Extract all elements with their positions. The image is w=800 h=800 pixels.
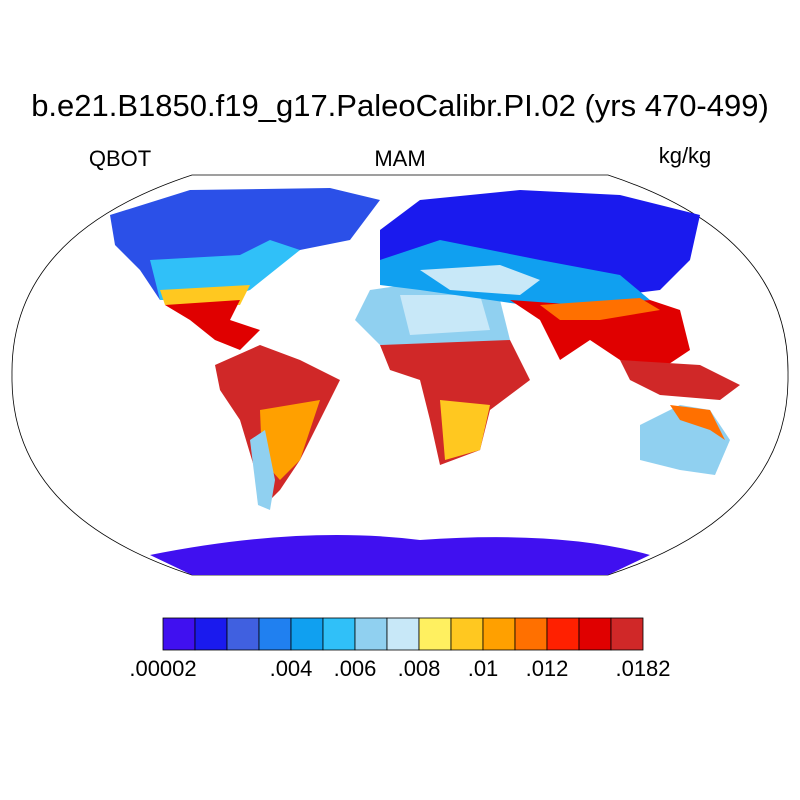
right-label: kg/kg (659, 143, 712, 168)
colorbar-box (194, 617, 228, 651)
colorbar: .00002 .004 .006 .008 .01 .012 .0182 (129, 617, 671, 681)
antarctica (150, 535, 650, 575)
colorbar-box (514, 617, 548, 651)
colorbar-box (386, 617, 420, 651)
south-asia (510, 300, 690, 370)
colorbar-box (322, 617, 356, 651)
south-america-south (250, 430, 275, 510)
colorbar-label: .006 (334, 656, 377, 681)
maritime-continent (620, 360, 740, 400)
colorbar-box (258, 617, 292, 651)
map (11, 174, 789, 576)
colorbar-box (418, 617, 452, 651)
north-america-warm (160, 285, 250, 305)
colorbar-box (482, 617, 516, 651)
center-label: MAM (374, 146, 425, 171)
colorbar-box (226, 617, 260, 651)
colorbar-label: .004 (270, 656, 313, 681)
colorbar-box (546, 617, 580, 651)
title: b.e21.B1850.f19_g17.PaleoCalibr.PI.02 (y… (31, 88, 769, 123)
colorbar-box (450, 617, 484, 651)
colorbar-box (162, 617, 196, 651)
left-label: QBOT (89, 146, 151, 171)
colorbar-label: .012 (526, 656, 569, 681)
sahara (400, 295, 490, 335)
central-america (165, 300, 260, 350)
colorbar-label: .0182 (615, 656, 670, 681)
colorbar-box (354, 617, 388, 651)
africa-warm (440, 400, 490, 460)
colorbar-box (290, 617, 324, 651)
north-america-south (150, 240, 300, 300)
australia-north (670, 405, 725, 440)
colorbar-label: .01 (468, 656, 499, 681)
colorbar-label: .008 (398, 656, 441, 681)
central-asia (420, 265, 540, 295)
south-asia-warm (540, 298, 660, 320)
south-america-warm (260, 400, 320, 480)
colorbar-label: .00002 (129, 656, 196, 681)
colorbar-box (578, 617, 612, 651)
colorbar-box (610, 617, 644, 651)
